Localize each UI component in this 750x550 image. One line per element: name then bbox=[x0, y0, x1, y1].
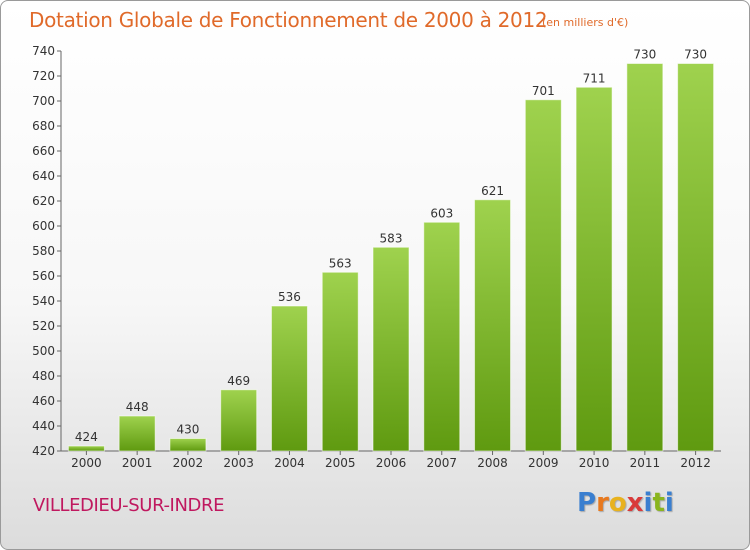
x-tick-label: 2003 bbox=[223, 456, 254, 470]
x-tick-label: 2005 bbox=[325, 456, 356, 470]
logo-letter: r bbox=[596, 488, 609, 518]
y-tick-label: 520 bbox=[32, 319, 55, 333]
y-tick-label: 560 bbox=[32, 269, 55, 283]
data-label: 711 bbox=[583, 71, 606, 85]
data-label: 730 bbox=[633, 48, 656, 62]
y-tick-label: 680 bbox=[32, 119, 55, 133]
logo-letter: i bbox=[664, 488, 674, 518]
data-label: 603 bbox=[430, 206, 453, 220]
x-tick-label: 2011 bbox=[630, 456, 661, 470]
data-label: 448 bbox=[126, 400, 149, 414]
y-tick-label: 480 bbox=[32, 369, 55, 383]
x-tick-label: 2002 bbox=[173, 456, 204, 470]
y-tick-label: 420 bbox=[32, 444, 55, 458]
y-tick-label: 660 bbox=[32, 144, 55, 158]
x-tick-label: 2009 bbox=[528, 456, 559, 470]
bar bbox=[626, 63, 663, 451]
y-tick-label: 540 bbox=[32, 294, 55, 308]
bar bbox=[677, 63, 714, 451]
y-tick-label: 700 bbox=[32, 94, 55, 108]
y-tick-label: 440 bbox=[32, 419, 55, 433]
bar bbox=[322, 272, 359, 451]
bar bbox=[169, 438, 206, 451]
bar bbox=[373, 247, 409, 451]
y-tick-label: 620 bbox=[32, 194, 55, 208]
data-label: 730 bbox=[684, 48, 707, 62]
bar bbox=[68, 446, 105, 451]
data-label: 563 bbox=[329, 256, 352, 270]
logo-letter: P bbox=[577, 488, 597, 518]
data-label: 621 bbox=[481, 184, 504, 198]
chart-title: Dotation Globale de Fonctionnement de 20… bbox=[29, 8, 548, 32]
y-tick-label: 460 bbox=[32, 394, 55, 408]
proxiti-logo[interactable]: Proxiti bbox=[577, 488, 674, 518]
bar bbox=[271, 306, 308, 451]
bar bbox=[220, 389, 257, 451]
data-label: 536 bbox=[278, 290, 301, 304]
x-tick-label: 2008 bbox=[477, 456, 508, 470]
x-tick-label: 2006 bbox=[376, 456, 407, 470]
data-label: 583 bbox=[380, 231, 403, 245]
x-tick-label: 2000 bbox=[71, 456, 102, 470]
logo-letter: t bbox=[652, 488, 665, 518]
bar bbox=[525, 99, 562, 451]
x-tick-label: 2010 bbox=[579, 456, 610, 470]
y-tick-label: 720 bbox=[32, 69, 55, 83]
bar bbox=[423, 222, 460, 451]
data-label: 701 bbox=[532, 84, 555, 98]
bar bbox=[474, 199, 511, 451]
bar bbox=[576, 87, 613, 451]
commune-name: VILLEDIEU-SUR-INDRE bbox=[33, 495, 225, 516]
y-tick-label: 600 bbox=[32, 219, 55, 233]
y-tick-label: 580 bbox=[32, 244, 55, 258]
data-label: 469 bbox=[227, 374, 250, 388]
chart-subtitle: (en milliers d'€) bbox=[542, 16, 629, 29]
data-label: 424 bbox=[75, 430, 98, 444]
data-label: 430 bbox=[176, 423, 199, 437]
logo-letter: x bbox=[626, 488, 644, 518]
y-tick-label: 740 bbox=[32, 44, 55, 58]
logo-letter: i bbox=[643, 488, 653, 518]
logo-letter: o bbox=[608, 488, 627, 518]
bar bbox=[119, 416, 156, 451]
y-tick-label: 500 bbox=[32, 344, 55, 358]
x-tick-label: 2012 bbox=[680, 456, 711, 470]
x-tick-label: 2001 bbox=[122, 456, 153, 470]
x-tick-label: 2004 bbox=[274, 456, 305, 470]
x-tick-label: 2007 bbox=[426, 456, 457, 470]
y-tick-label: 640 bbox=[32, 169, 55, 183]
